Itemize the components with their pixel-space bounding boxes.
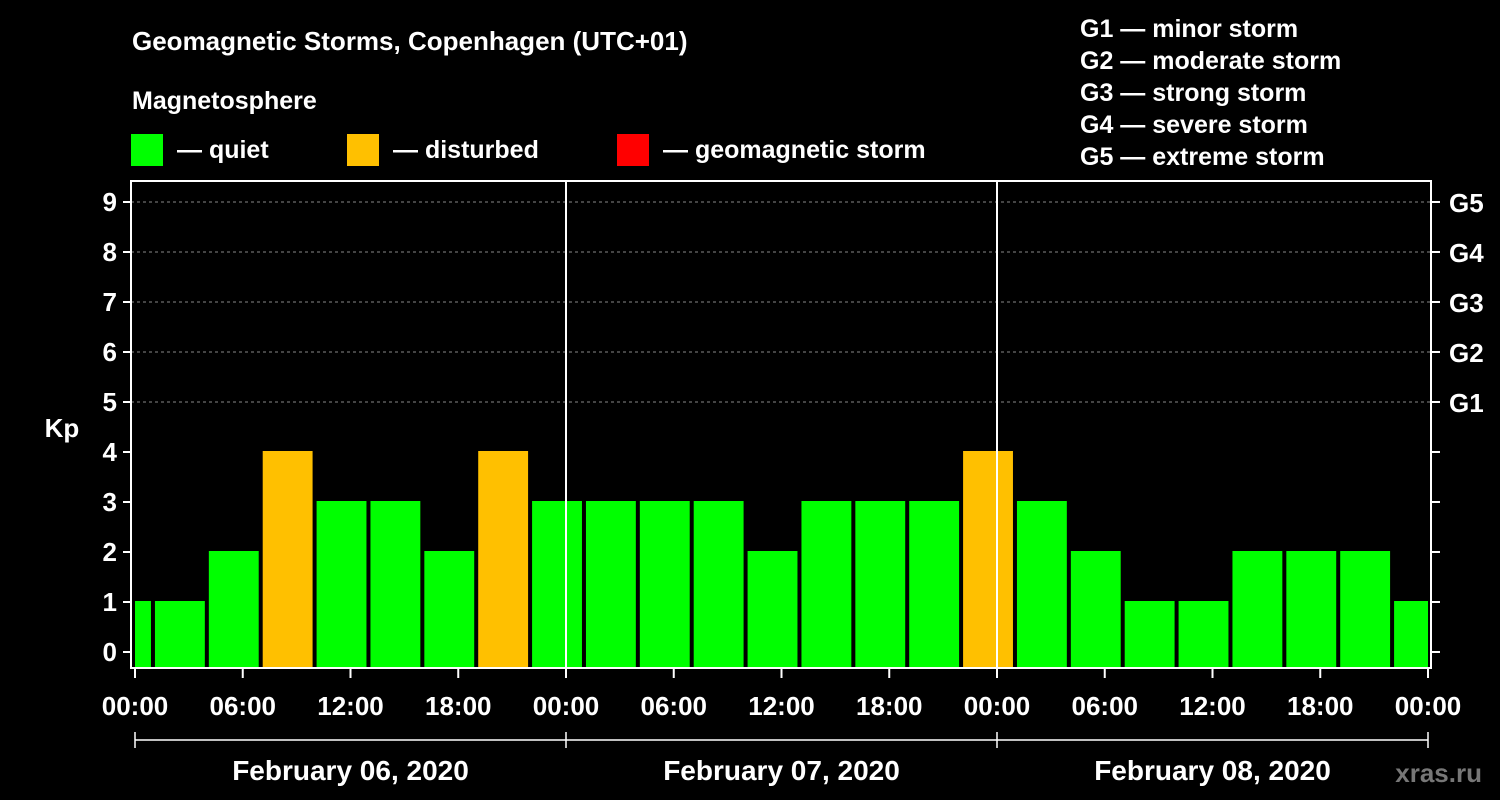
kp-bar	[208, 551, 259, 668]
storm-level-label: G2	[1449, 338, 1484, 368]
y-tick-label: 5	[103, 387, 117, 417]
right-axis: G1 G2 G3 G4 G5	[1431, 188, 1484, 653]
x-tick-label: 06:00	[210, 691, 277, 721]
x-tick-label: 00:00	[1395, 691, 1462, 721]
kp-bar	[585, 501, 636, 668]
kp-bar	[478, 451, 529, 668]
legend-swatch-storm	[617, 134, 649, 166]
kp-bar	[424, 551, 475, 668]
day-separators	[565, 181, 998, 668]
gridlines	[131, 201, 1431, 403]
kp-bar	[639, 501, 690, 668]
x-tick-label: 00:00	[964, 691, 1031, 721]
legend: — quiet — disturbed — geomagnetic storm	[131, 134, 926, 166]
y-tick-label: 7	[103, 287, 117, 317]
y-tick-label: 9	[103, 187, 117, 217]
y-tick-label: 3	[103, 487, 117, 517]
watermark: xras.ru	[1395, 758, 1482, 788]
kp-bar	[963, 451, 1013, 668]
storm-level-label: G4	[1449, 238, 1484, 268]
storm-scale-g1: G1 — minor storm	[1080, 15, 1298, 43]
chart-title: Geomagnetic Storms, Copenhagen (UTC+01)	[132, 26, 687, 56]
storm-level-label: G5	[1449, 188, 1484, 218]
date-label: February 06, 2020	[232, 755, 469, 786]
kp-bar	[693, 501, 744, 668]
x-tick-label: 06:00	[1072, 691, 1139, 721]
kp-bar	[1340, 551, 1391, 668]
x-tick-label: 12:00	[317, 691, 384, 721]
date-label: February 08, 2020	[1094, 755, 1331, 786]
x-tick-label: 12:00	[748, 691, 815, 721]
legend-swatch-quiet	[131, 134, 163, 166]
kp-bar	[1232, 551, 1283, 668]
kp-bar	[855, 501, 906, 668]
x-tick-label: 18:00	[425, 691, 492, 721]
storm-level-label: G3	[1449, 288, 1484, 318]
kp-bar	[1124, 601, 1175, 668]
kp-bar	[1070, 551, 1121, 668]
y-tick-label: 1	[103, 587, 117, 617]
legend-swatch-disturbed	[347, 134, 379, 166]
storm-scale-g3: G3 — strong storm	[1080, 79, 1306, 107]
kp-bar	[1286, 551, 1337, 668]
kp-bar	[370, 501, 421, 668]
y-tick-label: 8	[103, 237, 117, 267]
storm-scale-legend: G1 — minor storm G2 — moderate storm G3 …	[1080, 15, 1341, 171]
storm-level-label: G1	[1449, 388, 1484, 418]
x-axis: 00:00 06:00 12:00 18:00 00:00 06:00 12:00 18:00…	[102, 668, 1462, 721]
kp-bar	[1394, 601, 1428, 668]
x-tick-label: 00:00	[533, 691, 600, 721]
bars	[135, 451, 1428, 668]
kp-bar	[135, 601, 151, 668]
kp-bar	[909, 501, 960, 668]
x-tick-label: 12:00	[1179, 691, 1246, 721]
y-tick-label: 4	[103, 437, 118, 467]
kp-bar	[1178, 601, 1229, 668]
chart-subtitle: Magnetosphere	[132, 87, 317, 115]
kp-bar	[801, 501, 852, 668]
y-tick-label: 6	[103, 337, 117, 367]
x-tick-label: 18:00	[856, 691, 923, 721]
x-tick-label: 06:00	[641, 691, 708, 721]
x-tick-label: 18:00	[1287, 691, 1354, 721]
x-tick-label: 00:00	[102, 691, 169, 721]
y-axis-label: Kp	[45, 413, 80, 443]
kp-bar	[316, 501, 367, 668]
date-label: February 07, 2020	[663, 755, 900, 786]
storm-scale-g2: G2 — moderate storm	[1080, 47, 1341, 75]
kp-bar	[532, 501, 582, 668]
y-axis: 0 1 2 3 4 5 6 7 8 9	[103, 187, 131, 667]
kp-bar	[262, 451, 313, 668]
kp-bar	[1016, 501, 1067, 668]
storm-scale-g4: G4 — severe storm	[1080, 111, 1308, 139]
y-tick-label: 2	[103, 537, 117, 567]
legend-label-storm: — geomagnetic storm	[663, 136, 926, 164]
legend-label-quiet: — quiet	[177, 136, 269, 164]
storm-scale-g5: G5 — extreme storm	[1080, 143, 1325, 171]
y-tick-label: 0	[103, 637, 117, 667]
legend-label-disturbed: — disturbed	[393, 136, 539, 164]
kp-bar	[747, 551, 798, 668]
kp-bar	[154, 601, 205, 668]
date-axis: February 06, 2020 February 07, 2020 Februa…	[134, 732, 1429, 786]
